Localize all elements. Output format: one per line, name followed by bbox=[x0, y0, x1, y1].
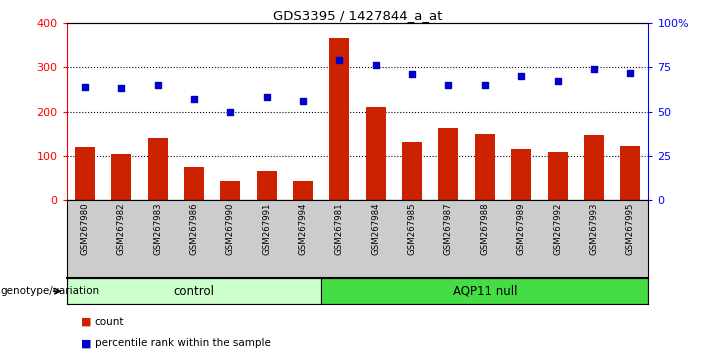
Text: GSM267981: GSM267981 bbox=[335, 202, 343, 255]
Text: ■: ■ bbox=[81, 317, 91, 327]
Bar bbox=[584, 135, 604, 200]
Bar bbox=[438, 128, 458, 200]
Text: GSM267982: GSM267982 bbox=[116, 202, 125, 255]
Text: control: control bbox=[173, 285, 215, 298]
Bar bbox=[402, 142, 422, 200]
Point bbox=[588, 66, 599, 72]
Point bbox=[79, 84, 90, 90]
Text: GSM267987: GSM267987 bbox=[444, 202, 453, 255]
Point bbox=[152, 82, 163, 88]
Point bbox=[552, 79, 563, 84]
Bar bbox=[67, 278, 321, 304]
Text: GSM267994: GSM267994 bbox=[299, 202, 308, 255]
Text: GSM267983: GSM267983 bbox=[153, 202, 162, 255]
Point bbox=[224, 109, 236, 114]
Text: GSM267992: GSM267992 bbox=[553, 202, 562, 255]
Text: AQP11 null: AQP11 null bbox=[453, 285, 517, 298]
Bar bbox=[511, 149, 531, 200]
Text: GSM267995: GSM267995 bbox=[626, 202, 634, 255]
Point bbox=[297, 98, 308, 104]
Bar bbox=[220, 181, 240, 200]
Text: count: count bbox=[95, 317, 124, 327]
Bar bbox=[147, 138, 168, 200]
Point bbox=[443, 82, 454, 88]
Point bbox=[334, 57, 345, 63]
Text: GSM267989: GSM267989 bbox=[517, 202, 526, 255]
Bar bbox=[111, 154, 131, 200]
Bar bbox=[293, 181, 313, 200]
Text: GSM267986: GSM267986 bbox=[189, 202, 198, 255]
Text: genotype/variation: genotype/variation bbox=[1, 286, 100, 296]
Point bbox=[515, 73, 526, 79]
Text: GSM267991: GSM267991 bbox=[262, 202, 271, 255]
Point bbox=[370, 63, 381, 68]
Bar bbox=[547, 152, 568, 200]
Text: GSM267990: GSM267990 bbox=[226, 202, 235, 255]
Bar bbox=[475, 133, 495, 200]
Text: GSM267984: GSM267984 bbox=[372, 202, 380, 255]
Bar bbox=[257, 171, 277, 200]
Bar bbox=[75, 147, 95, 200]
Text: GSM267993: GSM267993 bbox=[590, 202, 599, 255]
Text: GSM267988: GSM267988 bbox=[480, 202, 489, 255]
Bar bbox=[184, 167, 204, 200]
Text: percentile rank within the sample: percentile rank within the sample bbox=[95, 338, 271, 348]
Point bbox=[189, 96, 200, 102]
Point bbox=[479, 82, 491, 88]
Text: GSM267980: GSM267980 bbox=[81, 202, 89, 255]
Point bbox=[407, 72, 418, 77]
Bar bbox=[329, 39, 349, 200]
Bar bbox=[366, 107, 386, 200]
Point bbox=[261, 95, 272, 100]
Text: GSM267985: GSM267985 bbox=[407, 202, 416, 255]
Text: ■: ■ bbox=[81, 338, 91, 348]
Point bbox=[116, 86, 127, 91]
Point bbox=[625, 70, 636, 75]
Bar bbox=[321, 278, 648, 304]
Title: GDS3395 / 1427844_a_at: GDS3395 / 1427844_a_at bbox=[273, 9, 442, 22]
Bar bbox=[620, 146, 640, 200]
